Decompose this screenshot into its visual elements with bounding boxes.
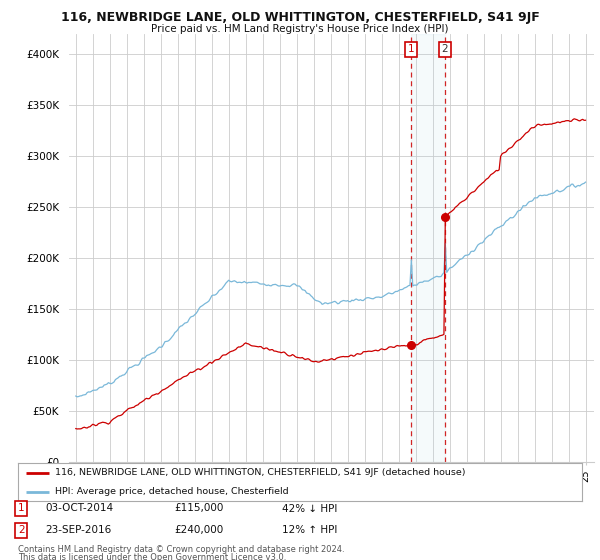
Text: 116, NEWBRIDGE LANE, OLD WHITTINGTON, CHESTERFIELD, S41 9JF: 116, NEWBRIDGE LANE, OLD WHITTINGTON, CH… (61, 11, 539, 24)
Text: This data is licensed under the Open Government Licence v3.0.: This data is licensed under the Open Gov… (18, 553, 286, 560)
Bar (412, 34, 445, 462)
Text: 03-OCT-2014: 03-OCT-2014 (45, 503, 113, 514)
Text: 1: 1 (18, 503, 25, 514)
Text: 42% ↓ HPI: 42% ↓ HPI (282, 503, 337, 514)
Text: 2: 2 (442, 44, 448, 54)
Text: 1: 1 (408, 44, 415, 54)
Text: £115,000: £115,000 (174, 503, 223, 514)
Text: 12% ↑ HPI: 12% ↑ HPI (282, 525, 337, 535)
Text: £240,000: £240,000 (174, 525, 223, 535)
Text: 2: 2 (18, 525, 25, 535)
Text: Contains HM Land Registry data © Crown copyright and database right 2024.: Contains HM Land Registry data © Crown c… (18, 545, 344, 554)
Text: Price paid vs. HM Land Registry's House Price Index (HPI): Price paid vs. HM Land Registry's House … (151, 24, 449, 34)
Text: 23-SEP-2016: 23-SEP-2016 (45, 525, 111, 535)
Text: 116, NEWBRIDGE LANE, OLD WHITTINGTON, CHESTERFIELD, S41 9JF (detached house): 116, NEWBRIDGE LANE, OLD WHITTINGTON, CH… (55, 468, 465, 477)
Text: HPI: Average price, detached house, Chesterfield: HPI: Average price, detached house, Ches… (55, 487, 288, 496)
